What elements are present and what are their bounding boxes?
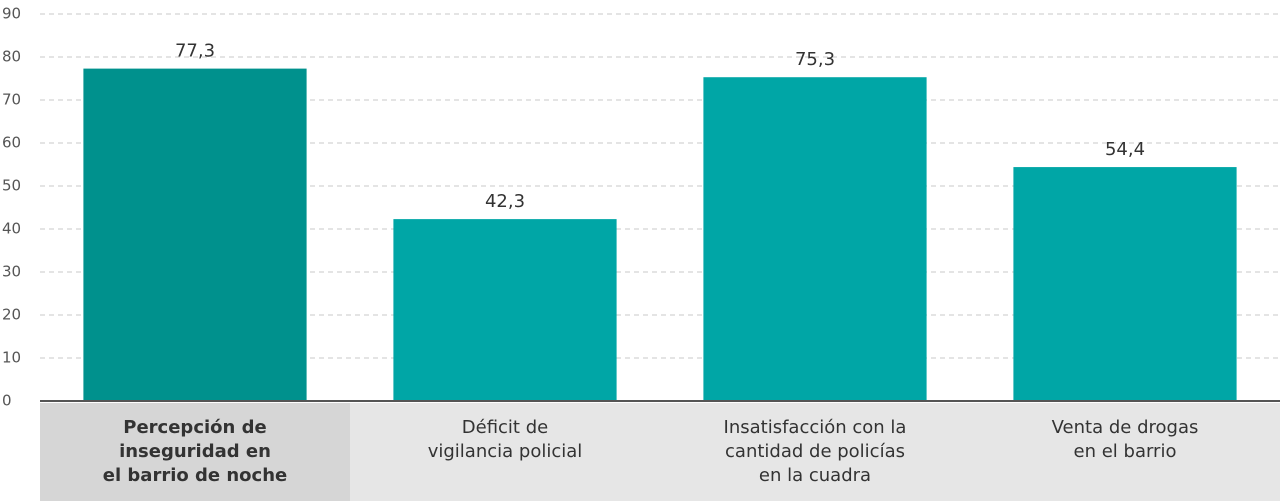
y-tick-label: 20	[2, 306, 21, 324]
x-tick-label: Percepción de inseguridad en el barrio de …	[103, 417, 287, 486]
bar	[83, 68, 307, 402]
x-tick-label: Insatisfacción con la cantidad de policía…	[724, 417, 907, 486]
y-tick-label: 60	[2, 134, 21, 152]
y-tick-label: 30	[2, 263, 21, 281]
bar	[703, 77, 927, 402]
value-label: 75,3	[795, 49, 835, 70]
value-label: 42,3	[485, 191, 525, 212]
category-box	[350, 403, 660, 501]
bar	[393, 219, 617, 401]
y-tick-label: 90	[2, 5, 21, 23]
y-tick-label: 10	[2, 349, 21, 367]
y-tick-label: 0	[2, 392, 12, 410]
y-tick-label: 70	[2, 91, 21, 109]
category-box	[970, 403, 1280, 501]
value-label: 77,3	[175, 41, 215, 62]
x-tick-label: Venta de drogas en el barrio	[1052, 417, 1199, 462]
y-tick-label: 40	[2, 220, 21, 238]
y-tick-label: 50	[2, 177, 21, 195]
x-tick-label: Déficit de vigilancia policial	[428, 417, 583, 462]
bar	[1013, 167, 1237, 401]
y-tick-label: 80	[2, 48, 21, 66]
value-label: 54,4	[1105, 139, 1145, 160]
category-box	[660, 403, 970, 501]
category-box	[40, 403, 350, 501]
